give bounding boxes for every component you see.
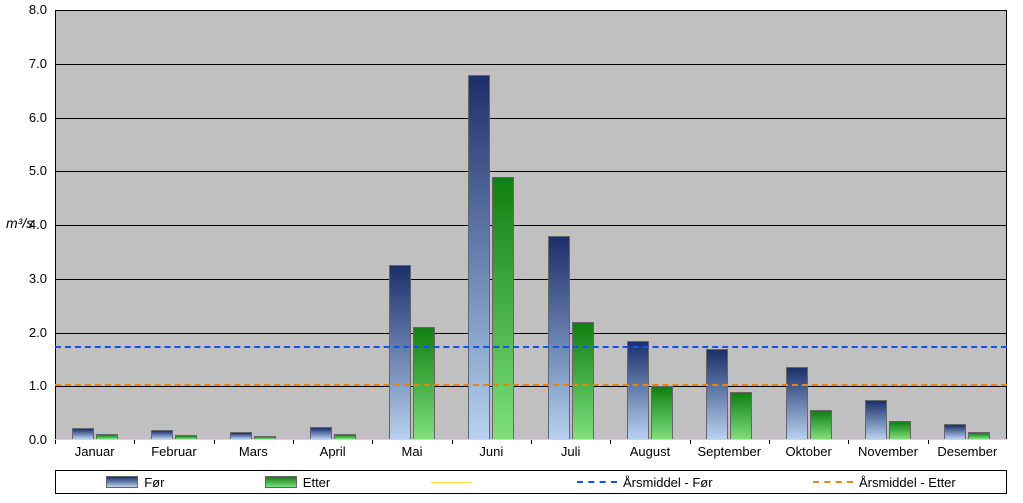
x-tick [293, 440, 294, 444]
x-tick-label: Februar [134, 444, 213, 459]
legend-label: Årsmiddel - Før [623, 475, 713, 490]
gridline [55, 225, 1007, 226]
bar-før [865, 400, 887, 440]
y-tick-label: 5.0 [0, 163, 47, 178]
x-tick-label: Januar [55, 444, 134, 459]
legend-item: Før [106, 475, 164, 490]
x-tick-label: Mars [214, 444, 293, 459]
bar-før [706, 349, 728, 440]
gridline [55, 171, 1007, 172]
y-tick-label: 3.0 [0, 271, 47, 286]
bar-etter [651, 386, 673, 440]
x-tick [610, 440, 611, 444]
legend-dash [577, 481, 617, 483]
bar-før [548, 236, 570, 440]
x-tick-label: Mai [372, 444, 451, 459]
x-tick-label: Oktober [769, 444, 848, 459]
x-tick [848, 440, 849, 444]
x-tick [928, 440, 929, 444]
x-tick-label: Desember [928, 444, 1007, 459]
bar-etter [889, 421, 911, 440]
x-tick [372, 440, 373, 444]
bar-etter [730, 392, 752, 440]
gridline [55, 64, 1007, 65]
reference-line [55, 384, 1007, 386]
x-tick [452, 440, 453, 444]
y-tick-label: 1.0 [0, 378, 47, 393]
x-tick-label: Juli [531, 444, 610, 459]
legend-swatch [265, 476, 297, 488]
legend-swatch [106, 476, 138, 488]
y-tick-label: 0.0 [0, 432, 47, 447]
gridline [55, 333, 1007, 334]
gridline [55, 386, 1007, 387]
bar-før [944, 424, 966, 440]
gridline [55, 279, 1007, 280]
x-tick [214, 440, 215, 444]
bar-etter [492, 177, 514, 440]
x-tick [690, 440, 691, 444]
legend-item: Årsmiddel - Før [577, 475, 713, 490]
legend-item: Årsmiddel - Etter [813, 475, 956, 490]
legend-solid-line [431, 482, 471, 483]
baseline-line [55, 439, 1007, 440]
x-tick [531, 440, 532, 444]
legend-label: Årsmiddel - Etter [859, 475, 956, 490]
y-tick-label: 7.0 [0, 56, 47, 71]
x-tick-label: November [848, 444, 927, 459]
bar-før [389, 265, 411, 440]
legend-label: Etter [303, 475, 330, 490]
gridline [55, 118, 1007, 119]
reference-line [55, 346, 1007, 348]
bar-etter [810, 410, 832, 440]
y-tick-label: 4.0 [0, 217, 47, 232]
y-tick-label: 6.0 [0, 110, 47, 125]
x-tick [55, 440, 56, 444]
x-tick-label: September [690, 444, 769, 459]
chart-wrapper: m³/s 0.01.02.03.04.05.06.07.08.0JanuarFe… [0, 0, 1023, 503]
x-tick [769, 440, 770, 444]
legend-dash [813, 481, 853, 483]
bar-før [627, 341, 649, 440]
y-tick-label: 2.0 [0, 325, 47, 340]
legend-label: Før [144, 475, 164, 490]
gridline [55, 10, 1007, 11]
y-tick-label: 8.0 [0, 2, 47, 17]
legend: Før Etter Årsmiddel - Før Årsmiddel - Etter [55, 470, 1007, 494]
legend-item: Etter [265, 475, 330, 490]
x-tick-label: April [293, 444, 372, 459]
x-tick-label: August [610, 444, 689, 459]
bar-før [786, 367, 808, 440]
x-tick-label: Juni [452, 444, 531, 459]
bar-etter [572, 322, 594, 440]
x-tick [134, 440, 135, 444]
legend-item [431, 482, 477, 483]
